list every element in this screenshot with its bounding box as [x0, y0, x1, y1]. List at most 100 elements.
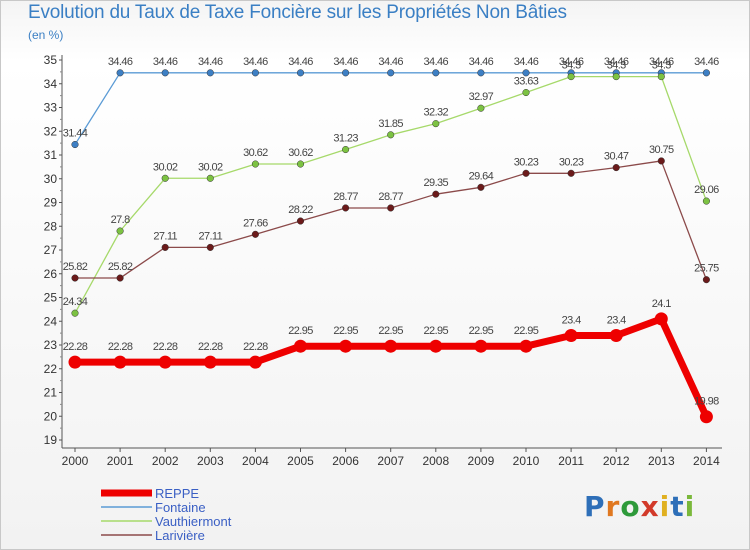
legend-label: REPPE — [155, 486, 199, 501]
data-label: 29.06 — [694, 184, 719, 196]
data-label: 34.46 — [604, 56, 629, 68]
y-tick-label: 32 — [44, 124, 58, 138]
x-tick-label: 2013 — [648, 454, 675, 468]
data-label: 30.02 — [153, 161, 178, 173]
data-point — [567, 73, 575, 81]
x-tick-label: 2011 — [558, 454, 584, 468]
data-point — [161, 243, 169, 251]
data-point — [477, 183, 485, 191]
data-point — [113, 355, 127, 369]
x-tick-label: 2009 — [468, 454, 495, 468]
x-tick-label: 2005 — [287, 454, 314, 468]
data-point — [612, 73, 620, 81]
data-point — [68, 355, 82, 369]
data-label: 22.95 — [469, 325, 494, 337]
data-label: 31.44 — [63, 128, 88, 140]
data-label: 22.95 — [333, 325, 358, 337]
data-label: 34.46 — [424, 56, 449, 68]
data-label: 22.28 — [108, 341, 133, 353]
data-label: 31.85 — [378, 118, 403, 130]
data-label: 19.98 — [694, 396, 719, 408]
data-point — [71, 274, 79, 282]
data-label: 30.62 — [243, 147, 268, 159]
data-label: 30.23 — [514, 156, 539, 168]
logo-letter: x — [640, 490, 660, 523]
data-label: 34.46 — [108, 56, 133, 68]
data-point — [296, 217, 305, 225]
x-tick-label: 2008 — [422, 454, 449, 468]
data-label: 30.75 — [649, 144, 674, 156]
data-point — [657, 157, 665, 165]
data-point — [567, 169, 575, 177]
data-point — [161, 174, 169, 182]
data-label: 34.46 — [694, 56, 719, 68]
data-point — [432, 69, 440, 77]
data-point — [522, 69, 530, 77]
y-tick-label: 28 — [44, 219, 58, 233]
y-tick-label: 33 — [44, 101, 58, 115]
y-tick-label: 26 — [44, 267, 58, 281]
y-tick-label: 34 — [44, 77, 58, 91]
logo-letter: o — [620, 490, 641, 523]
data-point — [116, 69, 124, 77]
data-label: 22.95 — [288, 325, 313, 337]
data-label: 34.46 — [649, 56, 674, 68]
data-label: 33.63 — [514, 76, 539, 88]
data-label: 25.75 — [694, 263, 719, 275]
data-point — [294, 339, 307, 353]
data-point — [654, 312, 668, 326]
data-point — [248, 355, 262, 369]
data-point — [206, 243, 214, 251]
legend-label: Vauthiermont — [155, 514, 232, 529]
data-point — [116, 274, 124, 282]
data-point — [342, 145, 350, 154]
logo-letter: i — [684, 490, 696, 523]
data-label: 22.28 — [243, 341, 268, 353]
data-label: 28.77 — [333, 191, 358, 203]
proxiti-logo: Proxiti — [584, 490, 695, 523]
data-label: 30.02 — [198, 161, 223, 173]
data-label: 27.11 — [153, 230, 177, 242]
data-point — [116, 227, 124, 235]
logo-letter: i — [659, 490, 671, 523]
data-label: 34.46 — [469, 56, 494, 68]
y-tick-label: 20 — [44, 409, 58, 423]
data-label: 27.66 — [243, 217, 268, 229]
data-label: 34.46 — [153, 56, 178, 68]
data-label: 22.28 — [153, 341, 178, 353]
data-label: 27.8 — [111, 214, 130, 226]
x-tick-label: 2002 — [152, 454, 179, 468]
data-label: 34.3 — [652, 60, 671, 72]
data-point — [342, 69, 350, 77]
logo-letter: r — [605, 490, 621, 523]
data-point — [71, 141, 79, 149]
data-point — [387, 131, 395, 139]
data-point — [609, 329, 623, 342]
data-label: 22.28 — [63, 341, 88, 353]
data-point — [477, 69, 485, 77]
data-point — [387, 204, 395, 212]
data-label: 34.46 — [514, 56, 539, 68]
legend-label: Larivière — [155, 528, 205, 543]
data-label: 30.23 — [559, 156, 584, 168]
y-tick-label: 35 — [44, 53, 58, 67]
y-tick-label: 19 — [44, 433, 58, 447]
data-label: 34.46 — [288, 56, 313, 68]
data-label: 34.46 — [198, 56, 223, 68]
legend-label: Fontaine — [155, 500, 206, 515]
data-point — [296, 160, 305, 168]
data-point — [702, 276, 710, 284]
data-point — [251, 160, 259, 168]
data-point — [432, 190, 440, 198]
y-tick-label: 31 — [44, 148, 58, 162]
data-label: 23.4 — [562, 315, 581, 327]
x-tick-label: 2010 — [513, 454, 540, 468]
data-label: 30.47 — [604, 151, 629, 163]
x-tick-label: 2001 — [107, 454, 134, 468]
y-tick-label: 27 — [44, 243, 58, 257]
data-label: 28.22 — [288, 204, 313, 216]
data-point — [519, 339, 533, 353]
data-label: 31.23 — [333, 133, 358, 145]
data-point — [702, 197, 710, 205]
data-point — [71, 309, 79, 317]
